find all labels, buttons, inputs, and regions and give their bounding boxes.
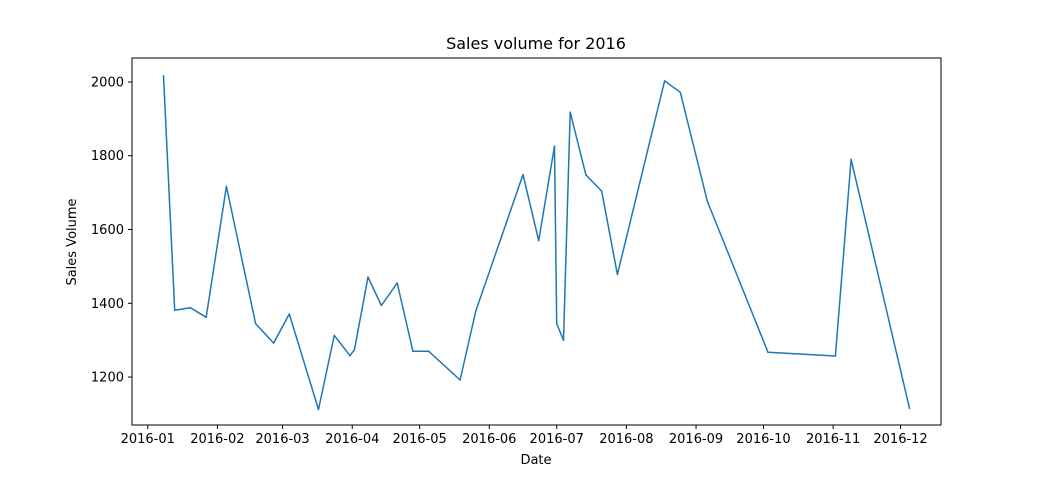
x-tick-label: 2016-08 <box>599 432 653 447</box>
data-point <box>173 309 176 312</box>
data-point <box>600 190 603 192</box>
data-point <box>353 348 356 351</box>
data-point <box>412 350 414 352</box>
data-point <box>585 174 587 176</box>
data-point <box>254 322 257 325</box>
data-point <box>380 304 383 307</box>
x-tick-label: 2016-06 <box>462 432 516 447</box>
data-point <box>569 111 571 113</box>
data-point <box>162 74 165 77</box>
data-point <box>679 91 682 94</box>
data-point <box>834 355 837 357</box>
x-tick-label: 2016-02 <box>190 432 244 447</box>
data-point <box>522 173 524 176</box>
y-tick-label: 1800 <box>91 149 124 164</box>
data-point <box>459 379 461 381</box>
data-point <box>555 322 558 325</box>
data-point <box>333 334 336 337</box>
data-point <box>616 273 619 276</box>
sales-series-line <box>162 75 911 411</box>
data-point <box>537 239 540 242</box>
data-point <box>225 185 228 188</box>
data-point <box>189 306 192 309</box>
data-point <box>767 351 769 354</box>
data-point <box>288 313 291 315</box>
x-tick-label: 2016-11 <box>806 432 860 447</box>
data-point <box>317 408 320 411</box>
data-point <box>908 407 911 410</box>
data-point <box>367 276 369 278</box>
x-tick-label: 2016-12 <box>873 432 927 447</box>
y-tick-label: 1200 <box>91 371 124 386</box>
x-tick-label: 2016-07 <box>530 432 584 447</box>
x-tick-label: 2016-01 <box>121 432 175 447</box>
data-point <box>562 339 565 341</box>
data-point <box>850 158 852 161</box>
plot-frame <box>131 57 942 426</box>
plot-area: 2016-01 2016-02 2016-03 2016-04 2016-05 2016-… <box>91 57 942 447</box>
data-point <box>553 145 556 147</box>
x-axis-label: Date <box>520 453 551 468</box>
x-tick-label: 2016-05 <box>392 432 446 447</box>
data-point <box>663 80 666 82</box>
x-tick-label: 2016-04 <box>325 432 379 447</box>
chart-title: Sales volume for 2016 <box>446 34 626 53</box>
y-axis-label: Sales Volume <box>65 198 80 285</box>
data-point <box>427 350 430 352</box>
data-point <box>349 354 351 357</box>
data-point <box>706 200 709 202</box>
x-tick-label: 2016-09 <box>669 432 723 447</box>
data-point <box>396 282 398 284</box>
data-point <box>475 310 477 312</box>
y-tick-label: 1400 <box>91 297 124 312</box>
x-tick-label: 2016-03 <box>255 432 309 447</box>
y-tick-label: 2000 <box>91 75 124 90</box>
y-tick-label: 1600 <box>91 223 124 238</box>
data-point <box>205 316 207 319</box>
data-point <box>272 342 275 344</box>
x-tick-label: 2016-10 <box>736 432 790 447</box>
